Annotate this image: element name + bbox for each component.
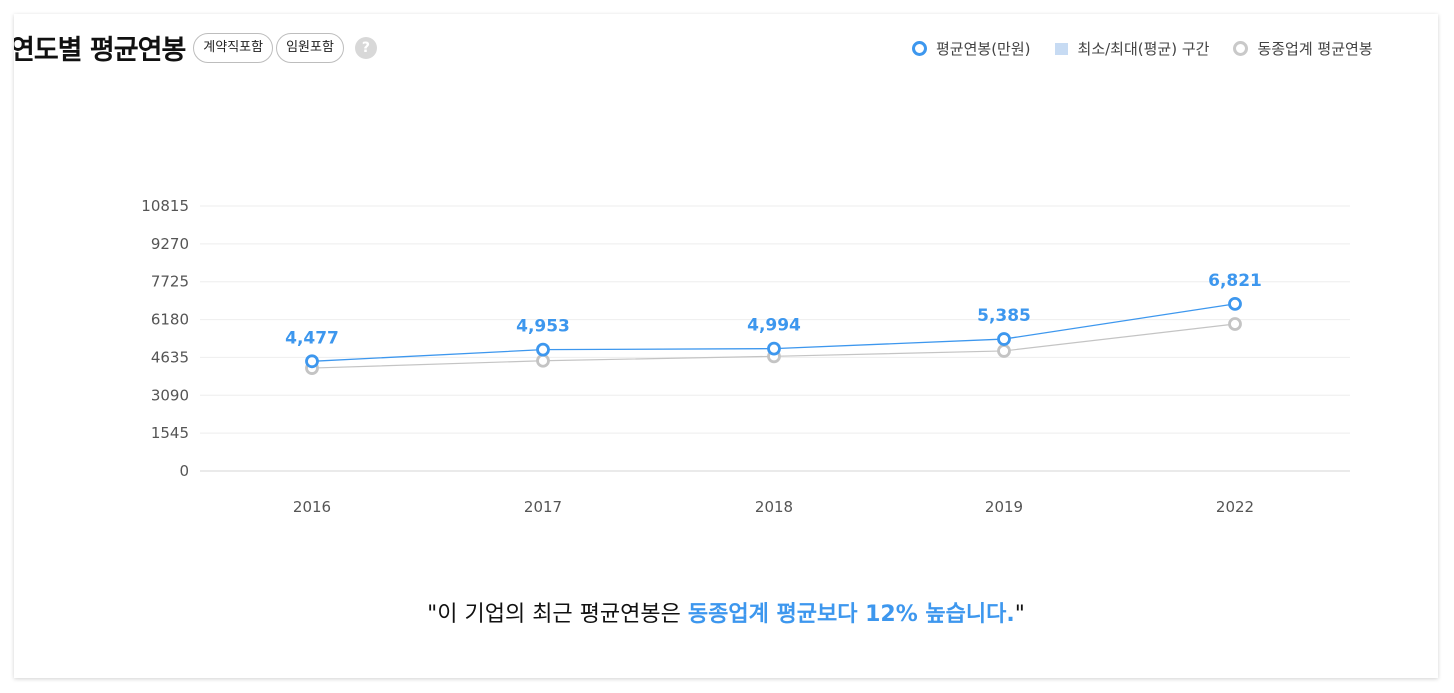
ring-icon (912, 41, 927, 56)
average-salary-point (305, 354, 319, 369)
legend-label: 최소/최대(평균) 구간 (1077, 40, 1210, 58)
data-label: 4,994 (747, 316, 801, 336)
y-tick-label: 4635 (151, 348, 189, 366)
summary-prefix: "이 기업의 최근 평균연봉은 (427, 602, 688, 627)
y-tick-label: 9270 (151, 235, 189, 253)
square-icon (1054, 42, 1068, 55)
salary-card: 연도별 평균연봉 계약직포함 임원포함 ? 평균연봉(만원) 최소/최대(평균)… (14, 14, 1438, 678)
x-tick-label: 2018 (755, 498, 793, 516)
industry-average-point (536, 353, 550, 368)
legend-item-average-salary[interactable]: 평균연봉(만원) (912, 38, 1031, 59)
y-tick-label: 1545 (151, 424, 189, 442)
x-tick-label: 2022 (1216, 498, 1254, 516)
y-tick-label: 3090 (151, 386, 189, 404)
data-label: 4,477 (285, 328, 339, 348)
industry-average-point (997, 344, 1011, 358)
average-salary-point (997, 332, 1011, 346)
filter-executive-pill[interactable]: 임원포함 (276, 32, 344, 63)
ring-icon (1233, 41, 1249, 56)
y-tick-label: 6180 (151, 311, 189, 329)
legend-item-min-max-range[interactable]: 최소/최대(평균) 구간 (1054, 38, 1210, 59)
summary-sentence: "이 기업의 최근 평균연봉은 동종업계 평균보다 12% 높습니다." (14, 596, 1438, 628)
data-label: 5,385 (977, 306, 1031, 326)
y-tick-label: 10815 (141, 197, 189, 215)
industry-average-point (1228, 317, 1242, 331)
data-label: 4,953 (516, 317, 570, 337)
y-tick-label: 0 (179, 462, 189, 480)
x-tick-label: 2017 (524, 498, 562, 516)
summary-suffix: " (1014, 602, 1025, 627)
average-salary-point (536, 342, 550, 357)
filter-contract-pill[interactable]: 계약직포함 (193, 32, 274, 63)
title-row: 연도별 평균연봉 계약직포함 임원포함 ? (14, 28, 377, 67)
x-tick-label: 2019 (985, 498, 1023, 516)
average-salary-point (1228, 296, 1242, 311)
data-label: 6,821 (1208, 271, 1262, 291)
y-tick-label: 7725 (151, 273, 189, 291)
legend-label: 평균연봉(만원) (936, 40, 1031, 58)
salary-line-chart: 0 1545 3090 4635 6180 7725 9270 10815 2016 2017 20… (141, 197, 1350, 516)
legend-label: 동종업계 평균연봉 (1257, 40, 1373, 58)
average-salary-point (767, 341, 781, 356)
x-tick-label: 2016 (293, 498, 331, 516)
help-icon[interactable]: ? (354, 36, 377, 59)
page-title: 연도별 평균연봉 (14, 35, 186, 66)
chart-legend: 평균연봉(만원) 최소/최대(평균) 구간 동종업계 평균연봉 (912, 38, 1397, 59)
legend-item-industry-average[interactable]: 동종업계 평균연봉 (1233, 38, 1373, 59)
summary-highlight: 동종업계 평균보다 12% 높습니다. (687, 602, 1015, 627)
